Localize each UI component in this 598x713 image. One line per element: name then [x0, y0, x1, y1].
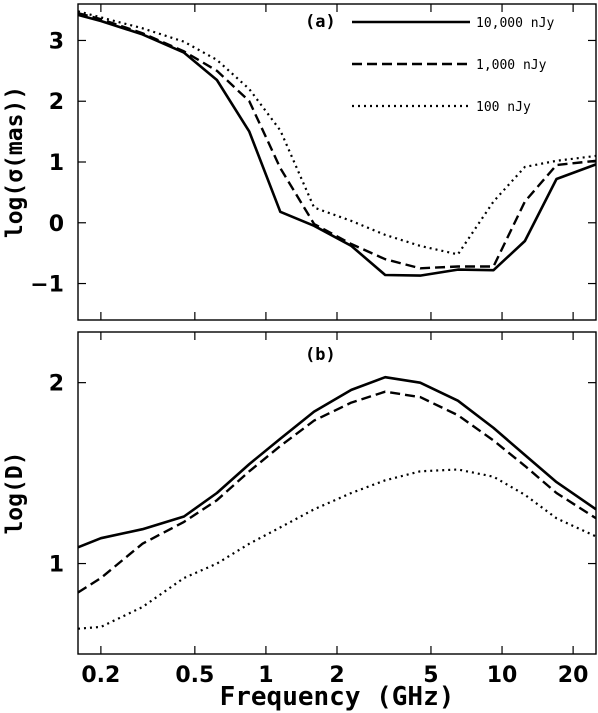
x-axis-label: Frequency (GHz)	[220, 682, 455, 712]
panel-b-ytick-label: 1	[49, 553, 64, 578]
legend-label-solid: 10,000 nJy	[476, 16, 554, 31]
panel-b-ylabel: log(D)	[2, 451, 28, 534]
x-tick-label: 2	[329, 663, 344, 688]
legend-label-dotted: 100 nJy	[476, 100, 531, 115]
panel-a-ytick-label: 0	[49, 212, 64, 237]
legend: 10,000 nJy 1,000 nJy 100 nJy	[352, 16, 554, 115]
x-tick-label: 5	[423, 663, 438, 688]
x-tick-label: 0.5	[175, 663, 214, 688]
panel-b-series-dotted-line	[77, 468, 597, 630]
panel-b-series-dashed-line	[77, 390, 597, 594]
x-tick-label: 10	[487, 663, 518, 688]
panel-a-ylabel: log(σ(mas))	[2, 86, 28, 238]
panel-b-series-solid-line	[77, 375, 597, 549]
x-tick-label: 0.2	[81, 663, 120, 688]
panel-a-series	[77, 10, 597, 277]
panel-b-ticks: 1 2 0.2 0.5 1 2 5 10 20	[49, 332, 596, 688]
panel-a-ytick-label: 2	[49, 90, 64, 115]
panel-a-ytick-label: −1	[30, 273, 64, 298]
x-tick-label: 20	[558, 663, 589, 688]
panel-a-frame	[77, 3, 597, 321]
panel-a-ytick-label: 1	[49, 151, 64, 176]
panel-a-series-dotted-line	[77, 10, 597, 256]
panel-b-tag: (b)	[305, 345, 336, 365]
x-tick-label: 1	[258, 663, 273, 688]
panel-b-ytick-label: 2	[49, 372, 64, 397]
panel-b: 1 2 0.2 0.5 1 2 5 10 20 (b) log(D)	[2, 331, 597, 688]
legend-label-dashed: 1,000 nJy	[476, 58, 547, 73]
panel-b-series	[77, 375, 597, 630]
panel-a-series-dashed-line	[77, 11, 597, 270]
panel-a-tag: (a)	[305, 12, 336, 32]
panel-a-ticks: −1 0 1 2 3	[30, 4, 596, 320]
panel-a-ytick-label: 3	[49, 29, 64, 54]
panel-a: −1 0 1 2 3 (a) log(σ(mas)) 10,000 nJy 1,000 n…	[2, 3, 597, 321]
panel-b-frame	[77, 331, 597, 655]
